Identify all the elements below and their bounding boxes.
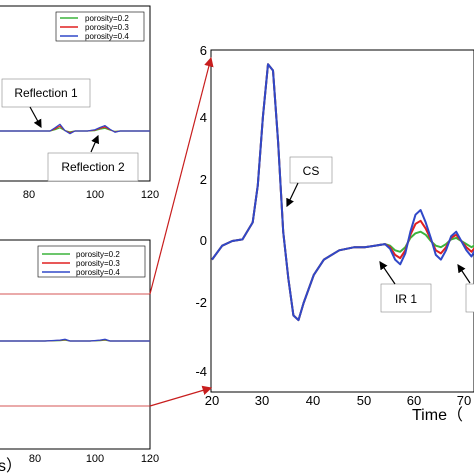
reflection-1-callout: Reflection 1 xyxy=(1,78,91,129)
legend-entry-1: porosity=0.2 xyxy=(76,250,120,259)
ir2-callout-partial xyxy=(457,264,474,313)
right-y-tick-label: 2 xyxy=(200,172,207,187)
right-y-tick-label: 4 xyxy=(200,110,207,125)
top-left-x-tick-label: 80 xyxy=(23,189,35,201)
right-series-line-3 xyxy=(211,63,474,322)
reflection-2-label: Reflection 2 xyxy=(61,160,125,174)
top-left-x-tick-label: 120 xyxy=(141,189,159,201)
right-plot-frame xyxy=(210,49,474,393)
right-x-tick-label: 40 xyxy=(306,393,320,408)
ir1-label: IR 1 xyxy=(395,292,417,306)
reflection-2-callout: Reflection 2 xyxy=(47,134,139,182)
legend-entry-2: porosity=0.3 xyxy=(85,23,129,32)
top-left-x-tick-label: 100 xyxy=(86,189,104,201)
zoom-arrow-lower xyxy=(149,385,213,407)
reflection-1-label: Reflection 1 xyxy=(14,86,78,100)
right-x-tick-label: 50 xyxy=(357,393,371,408)
bottom-left-x-tick-label: 80 xyxy=(29,453,41,465)
right-x-tick-label: 30 xyxy=(255,393,269,408)
right-y-tick-label: 6 xyxy=(200,43,207,58)
right-y-tick-label: -2 xyxy=(195,295,207,310)
legend-entry-1: porosity=0.2 xyxy=(85,14,129,23)
legend-entry-3: porosity=0.4 xyxy=(85,32,129,41)
right-x-tick-label: 20 xyxy=(205,393,219,408)
bottom-left-legend: porosity=0.2 porosity=0.3 porosity=0.4 xyxy=(37,245,146,278)
cs-label: CS xyxy=(303,164,320,178)
ir1-callout: IR 1 xyxy=(379,261,432,313)
bottom-left-x-tick-label: 120 xyxy=(141,453,159,465)
right-x-tick-label: 60 xyxy=(407,393,421,408)
bottom-left-x-axis-label: s） xyxy=(0,457,22,474)
right-x-axis-label: Time（ xyxy=(412,406,463,424)
right-x-tick-label: 70 xyxy=(457,393,471,408)
cs-callout: CS xyxy=(286,156,333,208)
bottom-left-x-tick-label: 100 xyxy=(86,453,104,465)
legend-entry-3: porosity=0.4 xyxy=(76,268,120,277)
legend-entry-2: porosity=0.3 xyxy=(76,259,120,268)
top-left-series-line-3 xyxy=(0,123,150,135)
right-y-tick-label: -4 xyxy=(195,364,207,379)
bottom-left-series-line-3 xyxy=(0,338,150,342)
right-y-tick-label: 0 xyxy=(200,233,207,248)
top-left-legend: porosity=0.2 porosity=0.3 porosity=0.4 xyxy=(55,11,145,42)
zoom-arrow-upper xyxy=(149,56,214,295)
